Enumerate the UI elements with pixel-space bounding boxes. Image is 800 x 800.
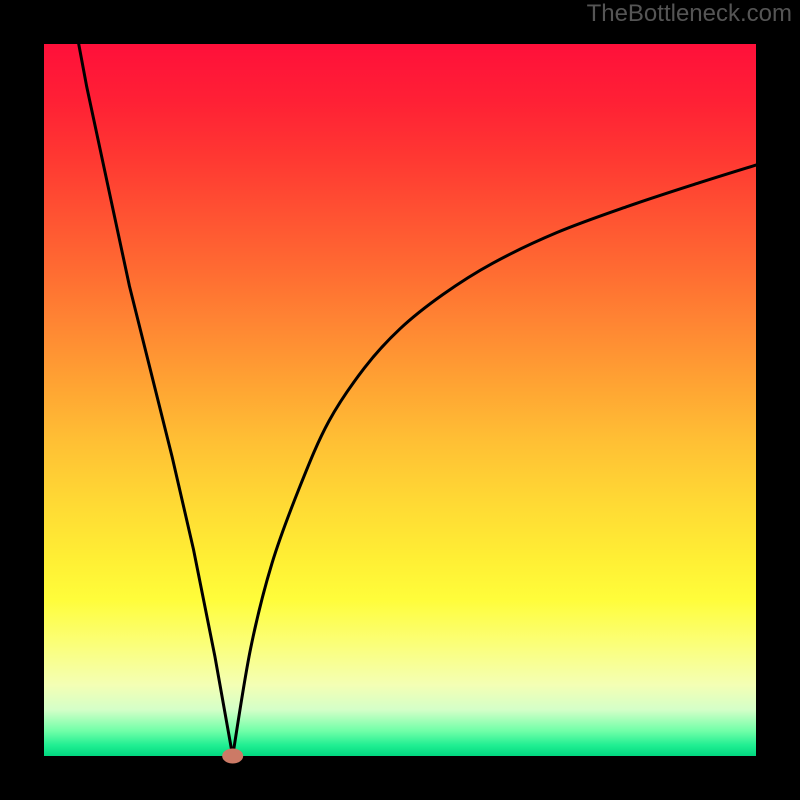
chart-background (44, 44, 756, 756)
bottleneck-chart: TheBottleneck.com (0, 0, 800, 800)
optimal-point-marker (223, 749, 243, 763)
chart-svg (0, 0, 800, 800)
